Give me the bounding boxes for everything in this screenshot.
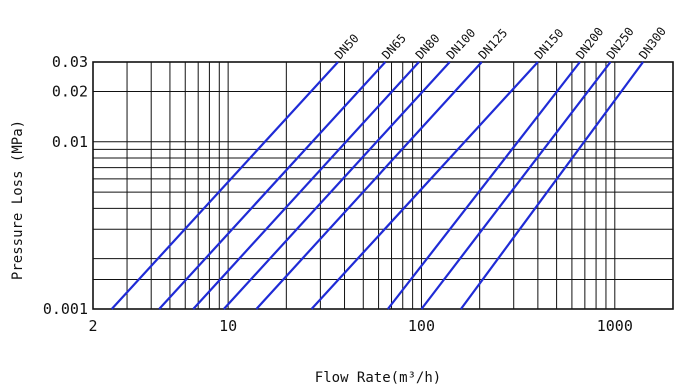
series-line-dn300	[460, 61, 644, 310]
series-line-dn50	[110, 61, 339, 310]
series-label-dn300: DN300	[636, 24, 669, 61]
series-label-dn125: DN125	[476, 26, 511, 62]
y-axis-label: Pressure Loss (MPa)	[10, 120, 26, 280]
plot-frame	[92, 61, 674, 310]
series-label-dn250: DN250	[604, 25, 637, 62]
series-label-dn50: DN50	[332, 31, 362, 62]
series-line-dn100	[223, 61, 451, 310]
series-label-dn150: DN150	[532, 26, 567, 62]
y-tick-label: 0.001	[43, 300, 88, 318]
series-line-dn125	[255, 61, 483, 310]
series-label-dn80: DN80	[413, 31, 443, 62]
x-tick-label: 2	[88, 317, 97, 335]
series-line-dn80	[192, 61, 420, 310]
y-tick-label: 0.01	[52, 133, 88, 151]
y-tick-label: 0.03	[52, 53, 88, 71]
series-label-dn100: DN100	[444, 26, 479, 62]
x-tick-label: 1000	[597, 317, 633, 335]
series-line-dn150	[310, 61, 539, 310]
x-tick-label: 10	[219, 317, 237, 335]
series-line-dn200	[386, 61, 581, 310]
series-line-dn250	[420, 61, 612, 310]
tick-labels: 2 10 100 1000 0.001 0.01 0.02 0.03	[43, 53, 633, 335]
x-axis-label: Flow Rate(m³/h)	[315, 370, 441, 386]
y-tick-label: 0.02	[52, 82, 88, 100]
x-tick-label: 100	[408, 317, 435, 335]
series-label-dn65: DN65	[379, 31, 409, 62]
series-line-dn65	[158, 61, 387, 310]
series-lines	[110, 61, 644, 310]
series-label-dn200: DN200	[573, 25, 606, 62]
grid	[92, 61, 674, 310]
